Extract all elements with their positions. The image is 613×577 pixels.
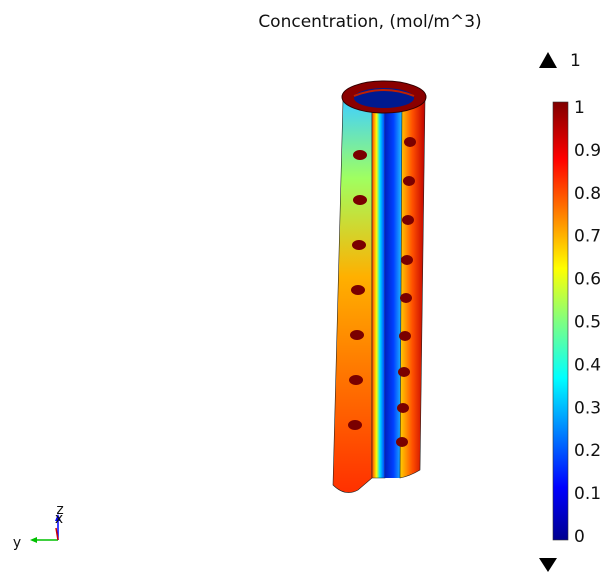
colorbar-tick-label: 0.1	[574, 484, 601, 504]
max-label: 1	[570, 51, 581, 71]
z-label: z	[56, 502, 63, 518]
x-label: x	[55, 511, 63, 527]
plot-title: Concentration, (mol/m^3)	[258, 12, 481, 32]
colorbar-tick-label: 1	[574, 98, 585, 118]
colorbar-tick-label: 0.6	[574, 270, 601, 290]
colorbar-ticks: 1 0.9 0.8 0.7 0.6 0.5 0.4 0.3 0.2 0.1 0	[574, 98, 601, 547]
axis-triad: z x y	[13, 502, 64, 551]
cylinder	[332, 80, 427, 493]
colorbar-tick-label: 0.8	[574, 184, 601, 204]
colorbar-tick-label: 0.2	[574, 441, 601, 461]
colorbar-tick-label: 0	[574, 527, 585, 547]
colorbar-tick-label: 0.4	[574, 355, 601, 375]
colorbar	[552, 101, 569, 541]
min-arrow	[539, 558, 557, 572]
colorbar-tick-label: 0.3	[574, 398, 601, 418]
max-arrow	[539, 52, 557, 68]
colorbar-tick-label: 0.9	[574, 141, 601, 161]
y-label: y	[13, 535, 21, 551]
colorbar-tick-label: 0.5	[574, 313, 601, 333]
colorbar-tick-label: 0.7	[574, 227, 601, 247]
